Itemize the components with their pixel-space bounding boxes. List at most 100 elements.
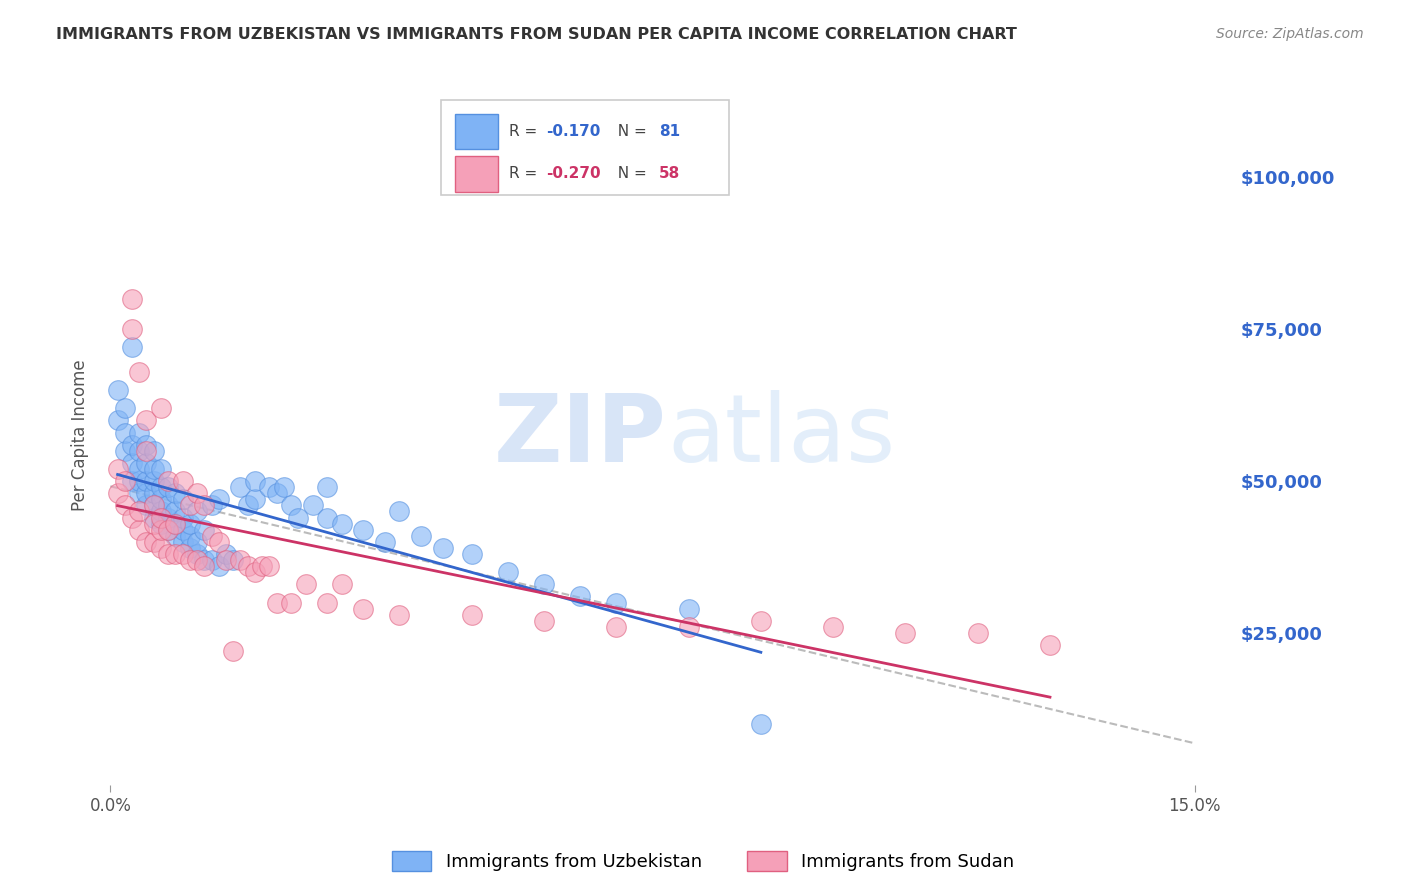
Point (186, 534, 208, 549)
Point (172, 492, 194, 507)
Point (121, 438, 143, 452)
Point (186, 547, 208, 561)
Point (461, 547, 484, 561)
Point (243, 565, 266, 579)
Point (149, 401, 172, 416)
Point (121, 322, 143, 336)
FancyBboxPatch shape (456, 156, 498, 192)
Point (215, 547, 238, 561)
Point (1039, 638, 1062, 652)
Point (172, 547, 194, 561)
Point (172, 510, 194, 524)
Point (172, 474, 194, 488)
Point (149, 492, 172, 507)
Point (388, 504, 411, 518)
Point (135, 474, 157, 488)
Point (678, 620, 700, 634)
Point (114, 499, 136, 513)
Point (149, 541, 172, 555)
Point (193, 559, 215, 574)
Point (229, 480, 252, 494)
Point (135, 438, 157, 452)
Point (128, 443, 150, 458)
Point (149, 516, 172, 531)
Point (142, 534, 165, 549)
Point (193, 523, 215, 537)
Point (128, 365, 150, 379)
Point (294, 577, 316, 591)
Text: 81: 81 (659, 124, 681, 139)
Point (605, 620, 627, 634)
Point (200, 553, 222, 567)
Point (823, 620, 845, 634)
Point (605, 596, 627, 610)
Point (200, 499, 222, 513)
Point (749, 717, 772, 731)
Point (121, 474, 143, 488)
Text: atlas: atlas (666, 390, 896, 482)
Point (179, 553, 201, 567)
Point (114, 425, 136, 440)
Point (165, 486, 187, 500)
Point (250, 559, 273, 574)
Point (569, 590, 592, 604)
Point (222, 553, 245, 567)
Point (374, 534, 396, 549)
Point (149, 462, 172, 476)
Point (107, 383, 129, 397)
Point (215, 553, 238, 567)
Point (193, 499, 215, 513)
Point (172, 523, 194, 537)
Point (142, 474, 165, 488)
Point (352, 601, 374, 615)
Point (142, 462, 165, 476)
Point (121, 456, 143, 470)
Point (135, 486, 157, 500)
Point (157, 510, 180, 524)
Point (533, 614, 555, 628)
Text: N =: N = (609, 167, 652, 181)
Point (107, 413, 129, 427)
Point (749, 614, 772, 628)
Point (121, 292, 143, 306)
Point (179, 499, 201, 513)
Point (179, 541, 201, 555)
Point (135, 413, 157, 427)
Point (193, 553, 215, 567)
Point (200, 529, 222, 543)
Point (186, 553, 208, 567)
Point (461, 607, 484, 622)
Point (388, 607, 411, 622)
Point (236, 499, 259, 513)
Point (894, 626, 917, 640)
Point (142, 499, 165, 513)
Point (165, 547, 187, 561)
Point (165, 529, 187, 543)
Point (121, 341, 143, 355)
Point (157, 499, 180, 513)
Point (135, 456, 157, 470)
Point (135, 499, 157, 513)
Text: -0.170: -0.170 (547, 124, 600, 139)
Point (678, 601, 700, 615)
Point (128, 504, 150, 518)
Point (208, 492, 231, 507)
Point (142, 486, 165, 500)
Text: Source: ZipAtlas.com: Source: ZipAtlas.com (1216, 27, 1364, 41)
Point (280, 499, 302, 513)
Point (273, 480, 295, 494)
Point (352, 523, 374, 537)
Point (107, 486, 129, 500)
Point (229, 553, 252, 567)
Point (259, 559, 281, 574)
Text: R =: R = (509, 124, 543, 139)
Point (165, 516, 187, 531)
Point (287, 510, 309, 524)
Point (114, 401, 136, 416)
Point (128, 474, 150, 488)
Point (128, 425, 150, 440)
Point (149, 523, 172, 537)
Point (280, 596, 302, 610)
Text: R =: R = (509, 167, 543, 181)
Point (128, 462, 150, 476)
